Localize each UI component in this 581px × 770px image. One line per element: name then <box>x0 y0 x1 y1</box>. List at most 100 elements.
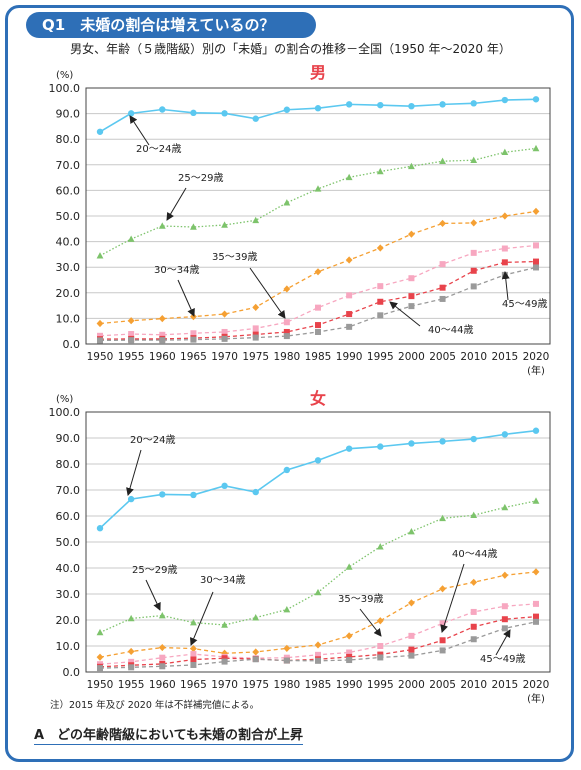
data-point <box>314 185 322 192</box>
data-point <box>252 656 259 663</box>
series-label: 25～29歳 <box>178 172 223 184</box>
data-point <box>190 336 197 343</box>
chart-panel-male: 0.0 10.0 20.0 30.0 40.0 50.0 60.0 70.0 80.0 90.0 1… <box>49 63 551 377</box>
data-point <box>533 264 539 271</box>
data-point <box>470 578 478 586</box>
x-tick-label: 2015 <box>491 679 518 691</box>
y-axis-label: (%) <box>56 70 73 81</box>
data-point <box>345 256 353 264</box>
x-tick-label: 1990 <box>336 679 363 691</box>
data-point <box>128 337 135 344</box>
series-0 <box>96 96 540 135</box>
data-point <box>408 293 415 300</box>
y-tick-label: 100.0 <box>49 82 81 95</box>
data-point <box>252 216 260 224</box>
data-point <box>96 525 104 532</box>
series-2 <box>96 568 540 661</box>
plot-frame <box>85 87 551 345</box>
y-tick-label: 50.0 <box>56 536 81 549</box>
data-point <box>96 128 104 135</box>
data-point <box>158 222 166 229</box>
data-point <box>439 284 446 291</box>
data-point <box>408 646 415 653</box>
data-point <box>439 261 446 268</box>
series-label: 40～44歳 <box>452 548 497 560</box>
data-point <box>439 219 446 228</box>
data-point <box>128 664 135 671</box>
annotation-arrow <box>249 267 286 319</box>
data-point <box>408 275 415 282</box>
x-tick-label: 1950 <box>87 351 114 363</box>
data-point <box>501 503 509 511</box>
x-tick-label: 1960 <box>149 351 176 363</box>
x-tick-label: 1960 <box>149 679 176 691</box>
chart-subtitle: 男女、年齢（５歳階級）別の「未婚」の割合の推移－全国（1950 年～2020 年… <box>70 42 511 56</box>
series-line <box>99 244 537 337</box>
data-point <box>252 488 259 496</box>
data-point <box>408 632 415 639</box>
data-point <box>376 167 384 175</box>
data-point <box>470 608 477 615</box>
data-point <box>158 315 166 323</box>
data-point <box>315 651 321 658</box>
series-1 <box>96 497 540 636</box>
y-tick-label: 70.0 <box>56 159 81 172</box>
x-axis-label: (年) <box>527 364 545 377</box>
x-tick-label: 2010 <box>460 679 487 691</box>
data-point <box>283 285 291 293</box>
plot-frame <box>85 411 551 673</box>
data-point <box>190 491 197 499</box>
x-tick-label: 1995 <box>367 351 394 363</box>
data-point <box>408 303 415 310</box>
y-axis-label: (%) <box>56 394 73 405</box>
data-point <box>345 173 353 181</box>
data-point <box>127 317 135 325</box>
data-point <box>190 223 197 230</box>
data-point <box>252 303 260 311</box>
data-point <box>221 310 228 318</box>
data-point <box>96 252 104 259</box>
data-point <box>252 614 260 621</box>
data-point <box>532 497 540 504</box>
data-point <box>190 656 197 663</box>
series-5 <box>97 618 539 672</box>
series-3 <box>97 242 539 339</box>
x-tick-label: 1965 <box>180 679 207 691</box>
data-point <box>439 101 446 108</box>
data-point <box>501 212 509 220</box>
data-point <box>470 100 477 107</box>
data-point <box>283 333 290 340</box>
y-tick-label: 80.0 <box>56 458 81 471</box>
data-point <box>439 620 446 627</box>
data-point <box>96 653 104 661</box>
data-point <box>533 613 539 620</box>
y-tick-label: 20.0 <box>56 287 81 300</box>
series-label: 35～39歳 <box>212 251 257 263</box>
data-point <box>345 445 353 452</box>
y-tick-label: 40.0 <box>56 236 81 249</box>
data-point <box>533 618 539 625</box>
y-tick-label: 90.0 <box>56 432 81 445</box>
y-tick-label: 10.0 <box>56 312 81 325</box>
x-tick-label: 2005 <box>429 679 456 691</box>
series-label: 20～24歳 <box>136 143 181 155</box>
data-point <box>532 144 540 152</box>
data-point <box>439 637 446 644</box>
data-point <box>377 443 384 450</box>
data-point <box>221 658 228 665</box>
data-point <box>159 337 166 344</box>
annotation-arrow <box>389 301 421 327</box>
data-point <box>377 283 384 290</box>
y-tick-label: 0.0 <box>63 666 81 679</box>
data-point <box>97 665 103 672</box>
data-point <box>221 335 228 342</box>
data-point <box>158 611 166 619</box>
data-point <box>252 648 260 656</box>
data-point <box>501 625 508 632</box>
data-point <box>128 331 135 338</box>
data-point <box>470 156 478 163</box>
data-point <box>346 657 353 664</box>
x-axis-label: (年) <box>527 692 545 705</box>
data-point <box>533 242 539 249</box>
data-point <box>470 267 477 274</box>
